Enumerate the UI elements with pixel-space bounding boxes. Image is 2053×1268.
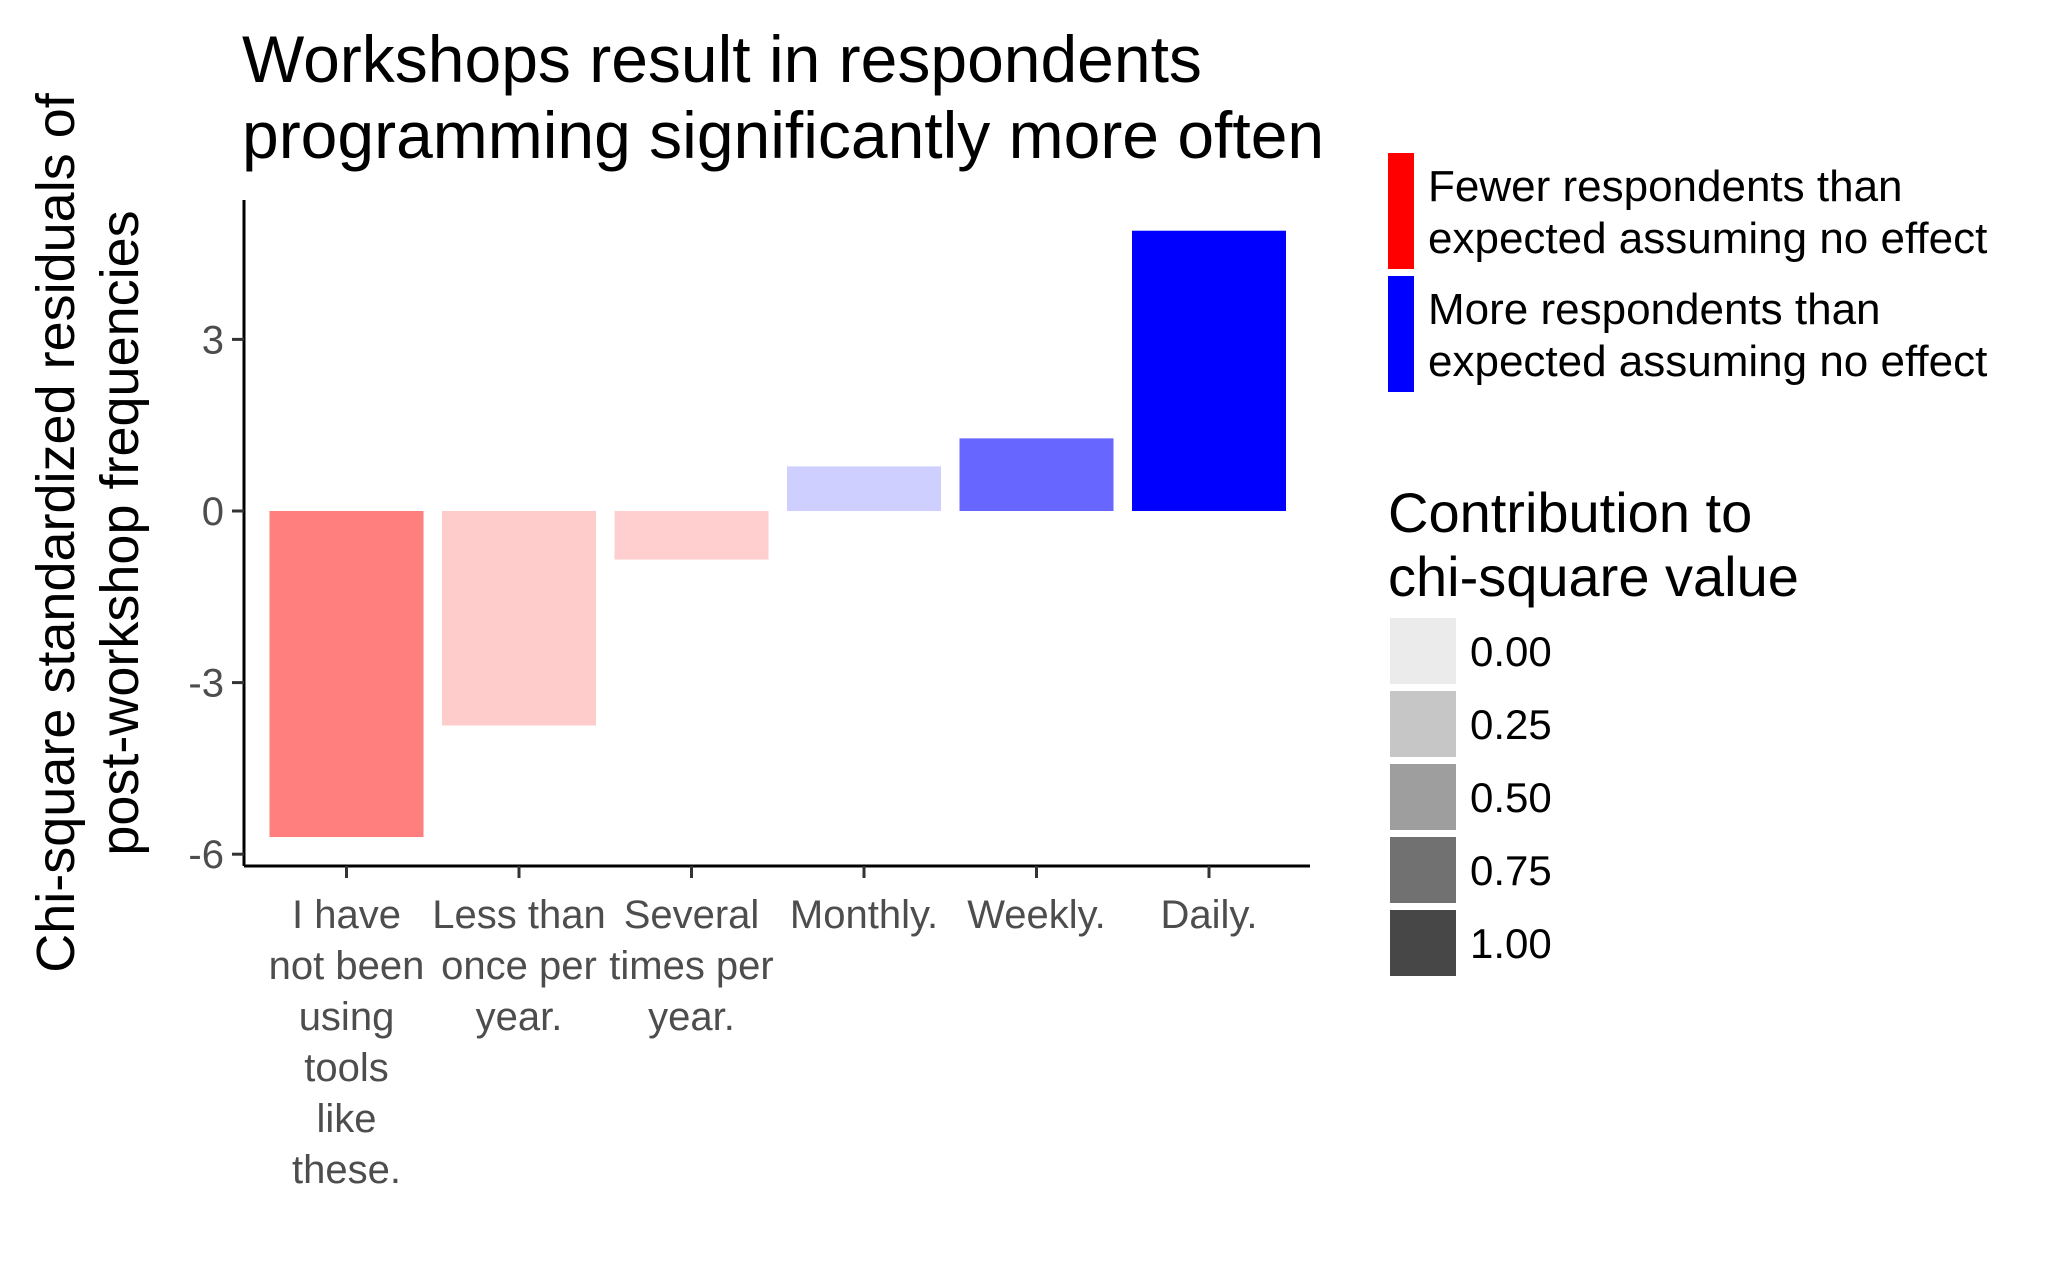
legend-key [1390, 837, 1456, 903]
bar [442, 511, 596, 726]
y-axis-label: Chi-square standardized residuals ofpost… [26, 92, 150, 972]
bar [787, 466, 941, 511]
bar [269, 511, 424, 838]
y-tick-label: 0 [202, 490, 224, 534]
x-tick-label: Several times per year. [609, 893, 774, 1039]
legend-key [1390, 764, 1456, 830]
x-tick-label: I have not been using tools like these. [269, 893, 425, 1192]
legend-title: Contribution to chi-square value [1388, 481, 1799, 608]
y-tick-label: 3 [202, 318, 224, 362]
chart-title: Workshops result in respondents programmi… [242, 22, 1324, 172]
bar [1132, 230, 1286, 511]
x-tick-label: Daily. [1160, 893, 1257, 937]
bar [614, 511, 769, 560]
x-tick-label: Less than once per year. [432, 893, 605, 1039]
legend-label: 0.25 [1470, 701, 1552, 748]
y-tick-label: -3 [188, 662, 224, 706]
x-tick-label: Weekly. [967, 893, 1106, 937]
legend-label: Fewer respondents than expected assuming … [1428, 162, 1987, 263]
legend-label: 1.00 [1470, 920, 1552, 967]
x-tick-label: Monthly. [790, 893, 938, 937]
legend-key [1390, 910, 1456, 976]
y-tick-label: -6 [188, 833, 224, 877]
legend-key [1388, 276, 1414, 392]
legend-key [1390, 618, 1456, 684]
legend-label: 0.75 [1470, 847, 1552, 894]
legend-label: More respondents than expected assuming n… [1428, 285, 1987, 386]
bar [959, 438, 1114, 511]
legend-label: 0.00 [1470, 628, 1552, 675]
legend-key [1390, 691, 1456, 757]
legend-key [1388, 153, 1414, 269]
legend-label: 0.50 [1470, 774, 1552, 821]
